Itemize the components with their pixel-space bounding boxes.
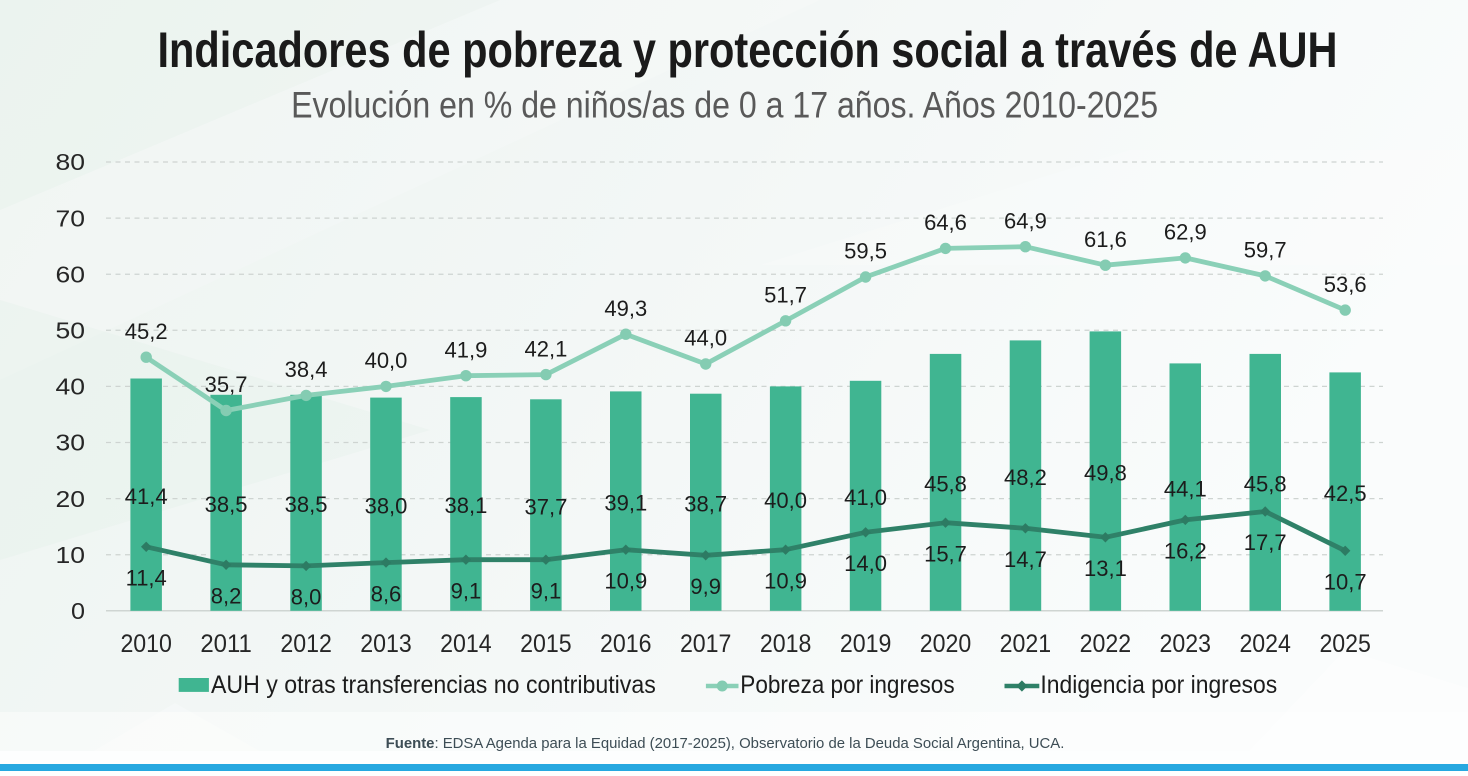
- svg-text:48,2: 48,2: [1004, 465, 1047, 490]
- svg-text:2021: 2021: [1000, 630, 1052, 658]
- svg-text:8,0: 8,0: [291, 585, 322, 610]
- svg-text:38,0: 38,0: [365, 493, 408, 518]
- svg-text:14,0: 14,0: [844, 551, 887, 576]
- svg-text:9,1: 9,1: [451, 578, 482, 603]
- svg-text:2024: 2024: [1239, 630, 1291, 658]
- svg-text:15,7: 15,7: [924, 541, 967, 566]
- svg-text:2016: 2016: [600, 630, 652, 658]
- svg-text:38,5: 38,5: [285, 492, 328, 517]
- svg-text:49,8: 49,8: [1084, 460, 1127, 485]
- svg-text:2011: 2011: [200, 630, 252, 658]
- svg-text:8,6: 8,6: [371, 581, 402, 606]
- svg-text:2013: 2013: [360, 630, 412, 658]
- svg-text:44,0: 44,0: [684, 326, 727, 351]
- svg-text:80: 80: [56, 149, 86, 175]
- svg-text:2019: 2019: [840, 630, 892, 658]
- svg-text:42,5: 42,5: [1324, 481, 1367, 506]
- svg-text:41,0: 41,0: [844, 485, 887, 510]
- svg-text:38,5: 38,5: [205, 492, 248, 517]
- svg-text:40: 40: [56, 374, 86, 400]
- svg-text:2018: 2018: [760, 630, 812, 658]
- svg-text:62,9: 62,9: [1164, 220, 1207, 245]
- svg-text:2025: 2025: [1319, 630, 1371, 658]
- svg-text:16,2: 16,2: [1164, 539, 1207, 564]
- svg-text:Indigencia por ingresos: Indigencia por ingresos: [1040, 671, 1277, 699]
- svg-text:39,1: 39,1: [604, 490, 647, 515]
- svg-text:38,7: 38,7: [684, 491, 727, 516]
- svg-text:41,9: 41,9: [444, 337, 487, 362]
- svg-text:10,9: 10,9: [764, 568, 807, 593]
- svg-text:Evolución en % de niños/as de: Evolución en % de niños/as de 0 a 17 año…: [291, 84, 1158, 126]
- svg-text:35,7: 35,7: [205, 372, 248, 397]
- svg-text:41,4: 41,4: [125, 484, 168, 509]
- svg-text:50: 50: [56, 318, 86, 344]
- svg-text:44,1: 44,1: [1164, 476, 1207, 501]
- svg-text:60: 60: [56, 261, 86, 287]
- svg-text:Indicadores de pobreza y prote: Indicadores de pobreza y protección soci…: [158, 21, 1338, 78]
- svg-text:40,0: 40,0: [764, 488, 807, 513]
- svg-text:64,9: 64,9: [1004, 208, 1047, 233]
- svg-text:2014: 2014: [440, 630, 492, 658]
- svg-text:2022: 2022: [1080, 630, 1132, 658]
- svg-text:42,1: 42,1: [524, 336, 567, 361]
- svg-text:49,3: 49,3: [604, 296, 647, 321]
- svg-text:2015: 2015: [520, 630, 572, 658]
- svg-text:8,2: 8,2: [211, 584, 242, 609]
- svg-text:9,9: 9,9: [690, 574, 721, 599]
- svg-text:38,1: 38,1: [444, 493, 487, 518]
- svg-text:2023: 2023: [1160, 630, 1212, 658]
- svg-text:20: 20: [56, 486, 86, 512]
- svg-text:14,7: 14,7: [1004, 547, 1047, 572]
- svg-text:Fuente: EDSA Agenda para la Eq: Fuente: EDSA Agenda para la Equidad (201…: [386, 736, 1065, 752]
- svg-text:11,4: 11,4: [126, 566, 167, 591]
- svg-text:10,7: 10,7: [1324, 570, 1367, 595]
- svg-text:10,9: 10,9: [604, 568, 647, 593]
- svg-text:51,7: 51,7: [764, 283, 807, 308]
- svg-text:53,6: 53,6: [1324, 272, 1367, 297]
- svg-text:2020: 2020: [920, 630, 972, 658]
- svg-text:45,2: 45,2: [125, 319, 168, 344]
- svg-text:AUH y otras transferencias no: AUH y otras transferencias no contributi…: [211, 671, 656, 699]
- svg-text:Pobreza por ingresos: Pobreza por ingresos: [740, 671, 954, 699]
- svg-text:38,4: 38,4: [285, 357, 328, 382]
- svg-text:59,5: 59,5: [844, 239, 887, 264]
- svg-text:2017: 2017: [680, 630, 732, 658]
- svg-text:37,7: 37,7: [524, 494, 567, 519]
- svg-text:59,7: 59,7: [1244, 238, 1287, 263]
- svg-text:10: 10: [56, 542, 86, 568]
- svg-text:45,8: 45,8: [1244, 472, 1287, 497]
- svg-text:17,7: 17,7: [1244, 530, 1287, 555]
- svg-text:64,6: 64,6: [924, 210, 967, 235]
- svg-text:0: 0: [71, 598, 85, 624]
- svg-text:13,1: 13,1: [1084, 556, 1127, 581]
- svg-text:9,1: 9,1: [531, 578, 562, 603]
- svg-text:61,6: 61,6: [1084, 227, 1127, 252]
- svg-text:2012: 2012: [280, 630, 332, 658]
- svg-text:70: 70: [56, 205, 86, 231]
- svg-text:30: 30: [56, 430, 86, 456]
- svg-text:45,8: 45,8: [924, 472, 967, 497]
- svg-text:2010: 2010: [120, 630, 172, 658]
- svg-text:40,0: 40,0: [365, 348, 408, 373]
